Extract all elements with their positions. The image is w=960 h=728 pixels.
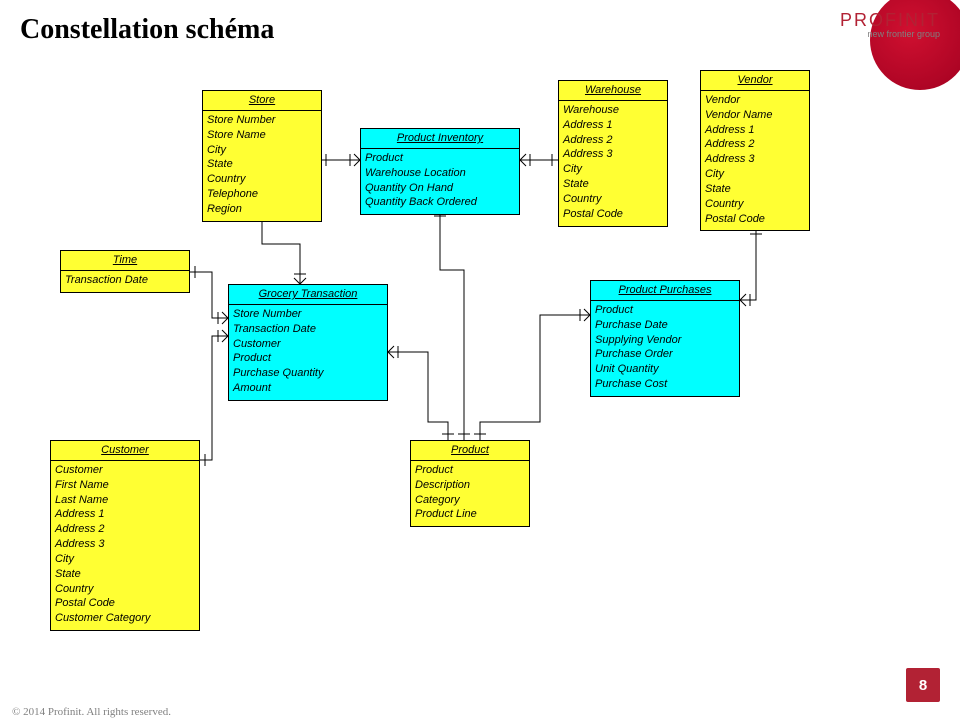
- logo-block: PROFINIT new frontier group: [840, 10, 940, 39]
- entity-attr: State: [563, 177, 663, 192]
- entity-attr: Address 1: [55, 507, 195, 522]
- entity-attr: Vendor: [705, 93, 805, 108]
- entity-attr: Supplying Vendor: [595, 333, 735, 348]
- entity-product_purchases: Product PurchasesProductPurchase DateSup…: [590, 280, 740, 397]
- entity-grocery_transaction: Grocery TransactionStore NumberTransacti…: [228, 284, 388, 401]
- entity-attr: Quantity On Hand: [365, 181, 515, 196]
- entity-attr: First Name: [55, 478, 195, 493]
- entity-attr: Transaction Date: [65, 273, 185, 288]
- entity-body: CustomerFirst NameLast NameAddress 1Addr…: [51, 461, 199, 630]
- entity-attr: State: [705, 182, 805, 197]
- entity-attr: City: [563, 162, 663, 177]
- entity-attr: City: [55, 552, 195, 567]
- entity-attr: Warehouse Location: [365, 166, 515, 181]
- entity-body: Store NumberTransaction DateCustomerProd…: [229, 305, 387, 400]
- page-number-badge: 8: [906, 668, 940, 702]
- entity-warehouse: WarehouseWarehouseAddress 1Address 2Addr…: [558, 80, 668, 227]
- entity-name: Customer: [51, 441, 199, 461]
- entity-attr: Purchase Cost: [595, 377, 735, 392]
- entity-attr: Address 1: [705, 123, 805, 138]
- footer-copyright: © 2014 Profinit. All rights reserved.: [12, 706, 171, 718]
- entity-attr: Address 2: [705, 137, 805, 152]
- entity-product: ProductProductDescriptionCategoryProduct…: [410, 440, 530, 527]
- entity-body: WarehouseAddress 1Address 2Address 3City…: [559, 101, 667, 226]
- entity-attr: Store Name: [207, 128, 317, 143]
- page-title: Constellation schéma: [20, 14, 274, 46]
- entity-attr: Vendor Name: [705, 108, 805, 123]
- entity-attr: Customer: [233, 337, 383, 352]
- entity-product_inventory: Product InventoryProductWarehouse Locati…: [360, 128, 520, 215]
- entity-attr: Product: [415, 463, 525, 478]
- entity-attr: Unit Quantity: [595, 362, 735, 377]
- entity-attr: Telephone: [207, 187, 317, 202]
- entity-attr: State: [207, 157, 317, 172]
- entity-name: Time: [61, 251, 189, 271]
- entity-attr: Store Number: [233, 307, 383, 322]
- entity-attr: Product: [365, 151, 515, 166]
- entity-attr: Warehouse: [563, 103, 663, 118]
- entity-name: Vendor: [701, 71, 809, 91]
- entity-name: Product: [411, 441, 529, 461]
- entity-customer: CustomerCustomerFirst NameLast NameAddre…: [50, 440, 200, 631]
- entity-vendor: VendorVendorVendor NameAddress 1Address …: [700, 70, 810, 231]
- entity-attr: Product: [233, 351, 383, 366]
- entity-attr: Address 3: [55, 537, 195, 552]
- entity-body: ProductPurchase DateSupplying VendorPurc…: [591, 301, 739, 396]
- entity-attr: Region: [207, 202, 317, 217]
- entity-attr: Postal Code: [563, 207, 663, 222]
- entity-attr: Last Name: [55, 493, 195, 508]
- entity-time: Time Transaction Date: [60, 250, 190, 293]
- entity-attr: Country: [207, 172, 317, 187]
- entity-name: Warehouse: [559, 81, 667, 101]
- entity-attr: Category: [415, 493, 525, 508]
- entity-body: ProductDescriptionCategoryProduct Line: [411, 461, 529, 526]
- entity-attr: Purchase Quantity: [233, 366, 383, 381]
- entity-attr: Address 2: [55, 522, 195, 537]
- entity-attr: Address 3: [705, 152, 805, 167]
- entity-attr: Product: [595, 303, 735, 318]
- entity-attr: Customer Category: [55, 611, 195, 626]
- entity-attr: Address 2: [563, 133, 663, 148]
- entity-attr: Postal Code: [55, 596, 195, 611]
- entity-attr: State: [55, 567, 195, 582]
- entity-attr: Purchase Order: [595, 347, 735, 362]
- entity-body: Transaction Date: [61, 271, 189, 292]
- entity-attr: Description: [415, 478, 525, 493]
- entity-attr: Address 1: [563, 118, 663, 133]
- entity-attr: Transaction Date: [233, 322, 383, 337]
- entity-attr: City: [705, 167, 805, 182]
- entity-attr: Customer: [55, 463, 195, 478]
- entity-attr: Product Line: [415, 507, 525, 522]
- entity-attr: Store Number: [207, 113, 317, 128]
- entity-attr: Amount: [233, 381, 383, 396]
- entity-attr: Quantity Back Ordered: [365, 195, 515, 210]
- entity-body: VendorVendor NameAddress 1Address 2Addre…: [701, 91, 809, 231]
- entity-attr: City: [207, 143, 317, 158]
- entity-attr: Purchase Date: [595, 318, 735, 333]
- entity-attr: Address 3: [563, 147, 663, 162]
- entity-store: StoreStore NumberStore NameCityStateCoun…: [202, 90, 322, 222]
- entity-body: ProductWarehouse LocationQuantity On Han…: [361, 149, 519, 214]
- entity-name: Product Inventory: [361, 129, 519, 149]
- entity-name: Grocery Transaction: [229, 285, 387, 305]
- entity-attr: Postal Code: [705, 212, 805, 227]
- entity-name: Store: [203, 91, 321, 111]
- entity-name: Product Purchases: [591, 281, 739, 301]
- entity-attr: Country: [563, 192, 663, 207]
- entity-attr: Country: [705, 197, 805, 212]
- entity-attr: Country: [55, 582, 195, 597]
- logo-name: PROFINIT: [840, 10, 940, 31]
- entity-body: Store NumberStore NameCityStateCountryTe…: [203, 111, 321, 221]
